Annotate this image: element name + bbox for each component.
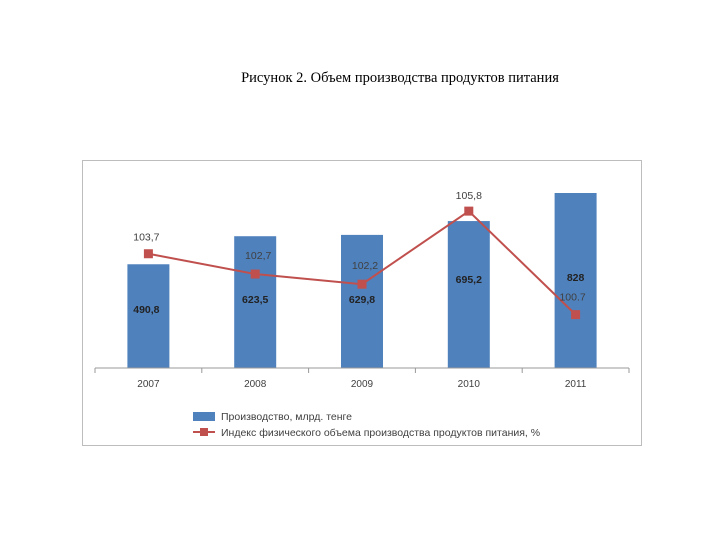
legend-swatch-marker [200,428,208,436]
index-marker-2007 [143,249,153,259]
bar-data-label: 490,8 [133,304,159,316]
x-tick-label: 2007 [137,379,160,390]
index-marker-2008 [250,269,260,279]
line-data-label: 105,8 [456,190,482,202]
bar-2007 [127,264,170,368]
chart-container: 2007 2008 2009 2010 2011 490,8 623,5 629,8 695,2… [82,160,642,446]
bar-data-label: 623,5 [242,294,268,306]
figure-caption: Рисунок 2. Объем производства продуктов … [241,70,559,86]
line-data-label: 103,7 [133,232,159,244]
legend-swatch-bar [193,412,215,421]
line-data-label: 102,7 [245,250,271,262]
line-data-label: 102,2 [352,260,378,272]
index-marker-2011 [571,310,581,320]
line-data-label: 100.7 [559,292,585,304]
index-marker-2010 [464,206,474,216]
x-tick-label: 2011 [565,379,587,390]
chart-svg: 2007 2008 2009 2010 2011 490,8 623,5 629,8 695,2… [94,190,630,439]
legend-label-bar: Производство, млрд. тенге [221,411,352,423]
bar-2008 [234,236,277,368]
index-marker-2009 [357,279,367,289]
bar-data-label: 629,8 [349,294,375,306]
bar-2011 [554,193,597,368]
bar-2009 [341,234,383,368]
legend-label-line: Индекс физического объема производства п… [221,427,540,439]
x-tick-label: 2009 [351,379,374,390]
bar-data-label: 695,2 [456,274,482,286]
bar-data-label: 828 [567,272,585,284]
x-tick-label: 2010 [458,379,481,390]
bar-2010 [447,221,490,368]
x-tick-label: 2008 [244,379,267,390]
